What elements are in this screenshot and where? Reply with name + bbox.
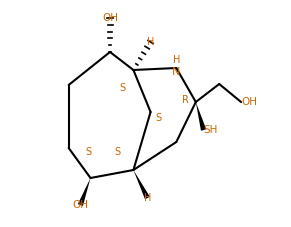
Text: S: S (119, 83, 125, 93)
Text: N: N (172, 67, 180, 77)
Text: OH: OH (241, 97, 257, 107)
Text: H: H (147, 37, 154, 47)
Polygon shape (78, 178, 91, 206)
Polygon shape (196, 102, 206, 131)
Text: H: H (144, 193, 151, 203)
Text: SH: SH (204, 125, 218, 135)
Text: OH: OH (102, 13, 118, 23)
Text: R: R (182, 95, 189, 105)
Polygon shape (133, 170, 150, 199)
Text: H: H (173, 55, 180, 65)
Text: S: S (115, 147, 121, 157)
Text: OH: OH (72, 200, 88, 210)
Text: S: S (155, 113, 162, 123)
Text: S: S (85, 147, 91, 157)
